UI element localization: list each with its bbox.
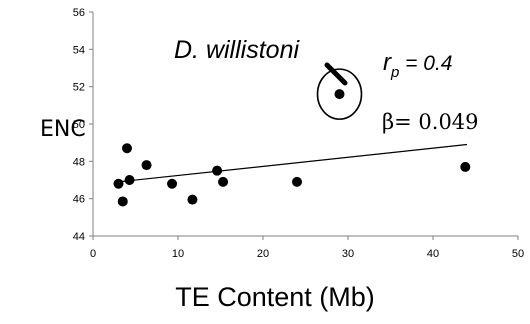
beta-label: β= 0.049	[382, 110, 479, 134]
trendline-layer	[118, 143, 468, 183]
correlation-label: rp = 0.4	[383, 49, 452, 81]
data-point	[113, 178, 124, 189]
x-tick-label: 0	[90, 248, 96, 260]
x-tick-label: 30	[342, 248, 354, 260]
y-tick-label: 56	[73, 7, 85, 19]
y-tick-label: 44	[73, 231, 85, 243]
data-point	[187, 194, 198, 205]
data-point	[460, 161, 471, 172]
data-point	[167, 178, 178, 189]
data-points	[113, 89, 471, 207]
correlation-subscript: p	[390, 64, 399, 81]
species-label: D. willistoni	[174, 36, 300, 64]
x-tick-label: 10	[172, 248, 184, 260]
annotation-group: D. willistoni rp = 0.4 β= 0.049	[174, 36, 479, 134]
axis-ticks: 44 46 48 50 52 54 56 0 10 20 30 40 50	[73, 7, 524, 260]
data-point	[141, 160, 152, 171]
callout-pointer	[324, 62, 348, 86]
data-point	[334, 89, 345, 100]
correlation-value: = 0.4	[399, 52, 452, 75]
correlation-symbol: r	[383, 49, 392, 76]
data-point	[292, 176, 302, 187]
trendline	[118, 143, 468, 183]
data-point	[212, 165, 223, 176]
x-tick-label: 40	[427, 248, 439, 260]
data-point	[124, 175, 135, 185]
y-tick-label: 52	[73, 82, 85, 94]
x-tick-label: 20	[257, 248, 269, 260]
y-tick-label: 48	[73, 156, 85, 168]
y-axis-title: ENC	[40, 117, 86, 142]
data-point	[122, 143, 132, 154]
x-tick-label: 50	[512, 248, 524, 260]
data-point	[117, 196, 128, 207]
y-tick-label: 50	[73, 119, 85, 131]
highlight-circle	[316, 68, 363, 120]
y-tick-label: 54	[73, 44, 85, 56]
data-point	[218, 176, 229, 187]
y-tick-label: 46	[73, 194, 85, 206]
x-axis-title: TE Content (Mb)	[175, 282, 375, 312]
